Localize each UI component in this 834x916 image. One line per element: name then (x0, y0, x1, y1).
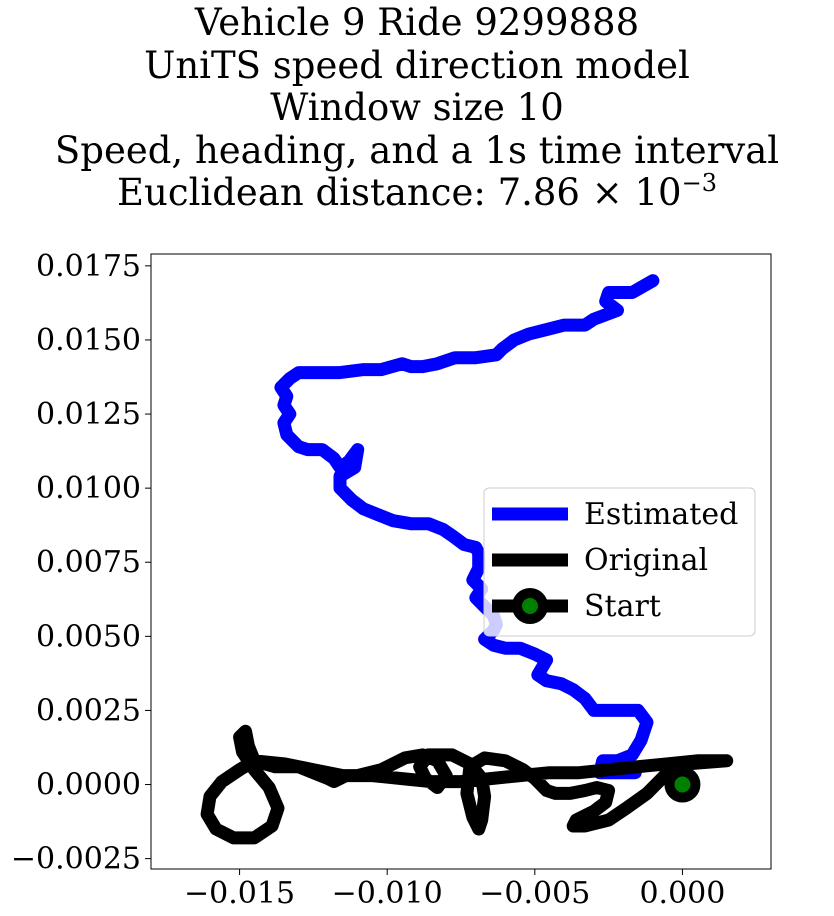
legend-label-estimated: Estimated (584, 497, 738, 532)
title-line-1: Vehicle 9 Ride 9299888 (194, 1, 640, 44)
title-line-3: Window size 10 (270, 86, 564, 129)
x-tick-label: −0.015 (184, 876, 295, 911)
title-line-4: Speed, heading, and a 1s time interval (54, 128, 780, 172)
x-axis: −0.015 −0.010 −0.005 0.000 (184, 869, 725, 911)
y-tick-label: 0.0125 (36, 397, 141, 432)
legend-label-start: Start (584, 589, 661, 624)
x-tick-label: 0.000 (639, 876, 725, 911)
title-line-5: Euclidean distance: 7.86 × 10−3 (0, 169, 834, 215)
series-line-estimated (274, 274, 660, 780)
series-line-original (200, 724, 734, 845)
y-tick-label: 0.0100 (36, 471, 141, 506)
y-tick-label: 0.0075 (36, 545, 141, 580)
plot-data-layer (200, 274, 734, 845)
axes-frame (150, 253, 772, 870)
y-tick-label: 0.0175 (36, 249, 141, 284)
y-tick-label: 0.0050 (36, 619, 141, 654)
y-tick-label: 0.0025 (36, 693, 141, 728)
legend-box (483, 487, 756, 637)
y-tick-label: 0.0000 (36, 768, 141, 803)
x-tick-label: −0.010 (332, 876, 443, 911)
legend-label-original: Original (584, 543, 708, 578)
y-tick-label: 0.0150 (36, 323, 141, 358)
chart-title: Vehicle 9 Ride 9299888 UniTS speed direc… (0, 1, 834, 215)
title-distance-exponent: −3 (681, 169, 717, 197)
y-tick-label: −0.0025 (11, 842, 141, 877)
legend-start-marker (512, 588, 548, 624)
x-tick-label: −0.005 (479, 876, 590, 911)
y-axis: −0.0025 0.0000 0.0025 0.0050 0.0075 0.0100 0.0… (11, 249, 151, 877)
title-distance-text: Euclidean distance: 7.86 × 10 (117, 171, 682, 214)
start-marker (664, 766, 701, 803)
title-line-2: UniTS speed direction model (144, 43, 690, 87)
legend: Estimated Original Start (483, 487, 756, 637)
